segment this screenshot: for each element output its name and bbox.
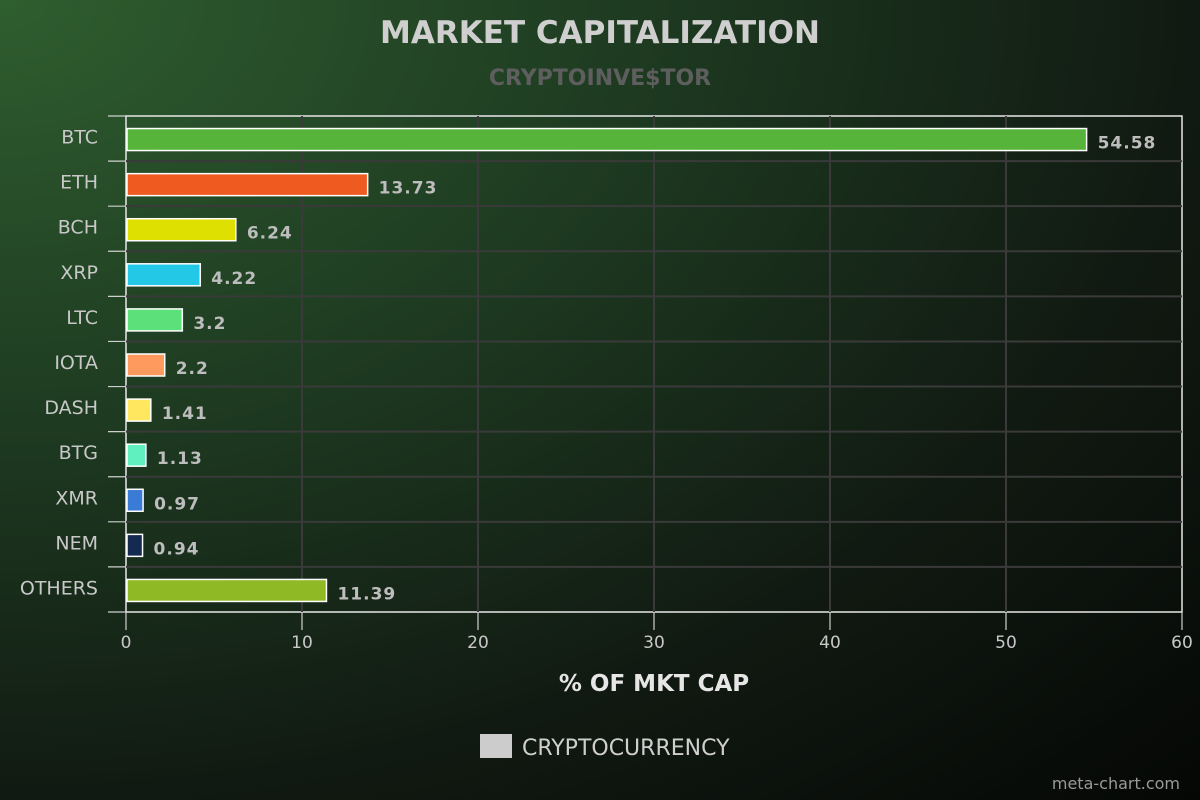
- bar-nem: [126, 533, 144, 558]
- bar-xmr: [126, 488, 144, 513]
- bar-iota: [126, 353, 166, 377]
- value-labels: 54.58 13.73 6.24 4.22 3.2 2.2 1.41 1.13 0.97 0.94…: [154, 134, 1157, 605]
- bar-eth: [126, 172, 369, 197]
- value-label: 2.2: [176, 359, 209, 379]
- value-label: 54.58: [1098, 134, 1157, 154]
- category-label: LTC: [66, 307, 98, 329]
- x-tick-label: 60: [1171, 633, 1193, 653]
- category-label: IOTA: [54, 352, 98, 374]
- category-label: XRP: [60, 262, 98, 284]
- grid-lines: [108, 115, 1182, 613]
- bar-ltc: [126, 308, 184, 332]
- x-tick-label: 20: [467, 633, 489, 653]
- bar-others: [126, 578, 328, 603]
- bar-dash: [126, 398, 152, 422]
- x-tick-label: 30: [643, 633, 665, 653]
- x-tick-label: 50: [995, 633, 1017, 653]
- value-label: 0.94: [154, 539, 200, 559]
- legend-swatch: [480, 734, 512, 758]
- bar-xrp: [126, 263, 202, 287]
- value-label: 11.39: [337, 584, 396, 604]
- value-label: 4.22: [211, 269, 257, 289]
- category-label: NEM: [55, 532, 98, 554]
- category-label: BCH: [58, 217, 98, 239]
- x-tick-label: 10: [291, 633, 313, 653]
- bar-btg: [126, 443, 147, 467]
- category-label: BTG: [59, 442, 98, 464]
- category-label: ETH: [60, 172, 98, 194]
- category-label: XMR: [55, 487, 98, 509]
- value-label: 13.73: [379, 179, 438, 199]
- x-tick-label: 40: [819, 633, 841, 653]
- x-axis-ticks: 0 10 20 30 40 50 60: [121, 612, 1193, 653]
- legend-label: CRYPTOCURRENCY: [522, 736, 730, 761]
- value-label: 1.13: [157, 449, 203, 469]
- legend[interactable]: CRYPTOCURRENCY: [480, 734, 730, 761]
- chart-title: MARKET CAPITALIZATION: [380, 15, 820, 51]
- plot-area: 54.58 13.73 6.24 4.22 3.2 2.2 1.41 1.13 0.97 0.94…: [20, 115, 1193, 653]
- value-label: 6.24: [247, 224, 293, 244]
- x-axis-label: % OF MKT CAP: [559, 671, 749, 697]
- credit-text: meta-chart.com: [1052, 774, 1180, 793]
- category-labels: BTC ETH BCH XRP LTC IOTA DASH BTG XMR NEM OTHERS: [20, 127, 98, 600]
- value-label: 1.41: [162, 404, 208, 424]
- category-label: OTHERS: [20, 577, 98, 599]
- chart-subtitle: CRYPTOINVE$TOR: [489, 66, 711, 91]
- value-label: 0.97: [154, 494, 200, 514]
- value-label: 3.2: [193, 314, 226, 334]
- bar-bch: [126, 217, 237, 242]
- bar-btc: [126, 127, 1088, 152]
- category-label: DASH: [44, 397, 98, 419]
- category-label: BTC: [61, 127, 98, 149]
- bars: [126, 127, 1088, 603]
- x-tick-label: 0: [121, 633, 132, 653]
